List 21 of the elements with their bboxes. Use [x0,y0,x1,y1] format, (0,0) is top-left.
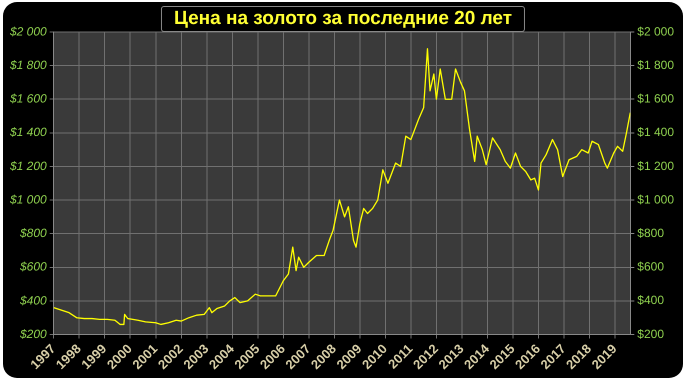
y-tick-label: $1 400 [9,125,48,140]
y2-tick-label: $200 [637,326,664,341]
y-tick-label: $1 800 [9,58,48,72]
y-tick-label: $2 000 [9,24,48,38]
y2-tick-label: $1 600 [637,92,674,106]
y2-tick-label: $400 [637,293,664,308]
y2-tick-label: $1 800 [637,58,674,72]
y-tick-label: $200 [19,326,48,341]
y2-tick-label: $2 000 [637,24,674,38]
y-tick-label: $1 200 [9,158,48,173]
y-tick-label: $1 000 [9,192,48,206]
y-tick-label: $800 [19,226,48,240]
y2-tick-label: $800 [637,226,664,240]
y-tick-label: $600 [19,260,48,274]
y2-tick-label: $600 [637,260,664,274]
y-tick-label: $400 [19,293,48,308]
y2-tick-label: $1 200 [637,158,674,173]
y2-tick-label: $1 000 [637,192,674,206]
y-tick-label: $1 600 [9,92,48,106]
chart-title: Цена на золото за последние 20 лет [160,6,526,32]
y2-tick-label: $1 400 [637,125,674,140]
